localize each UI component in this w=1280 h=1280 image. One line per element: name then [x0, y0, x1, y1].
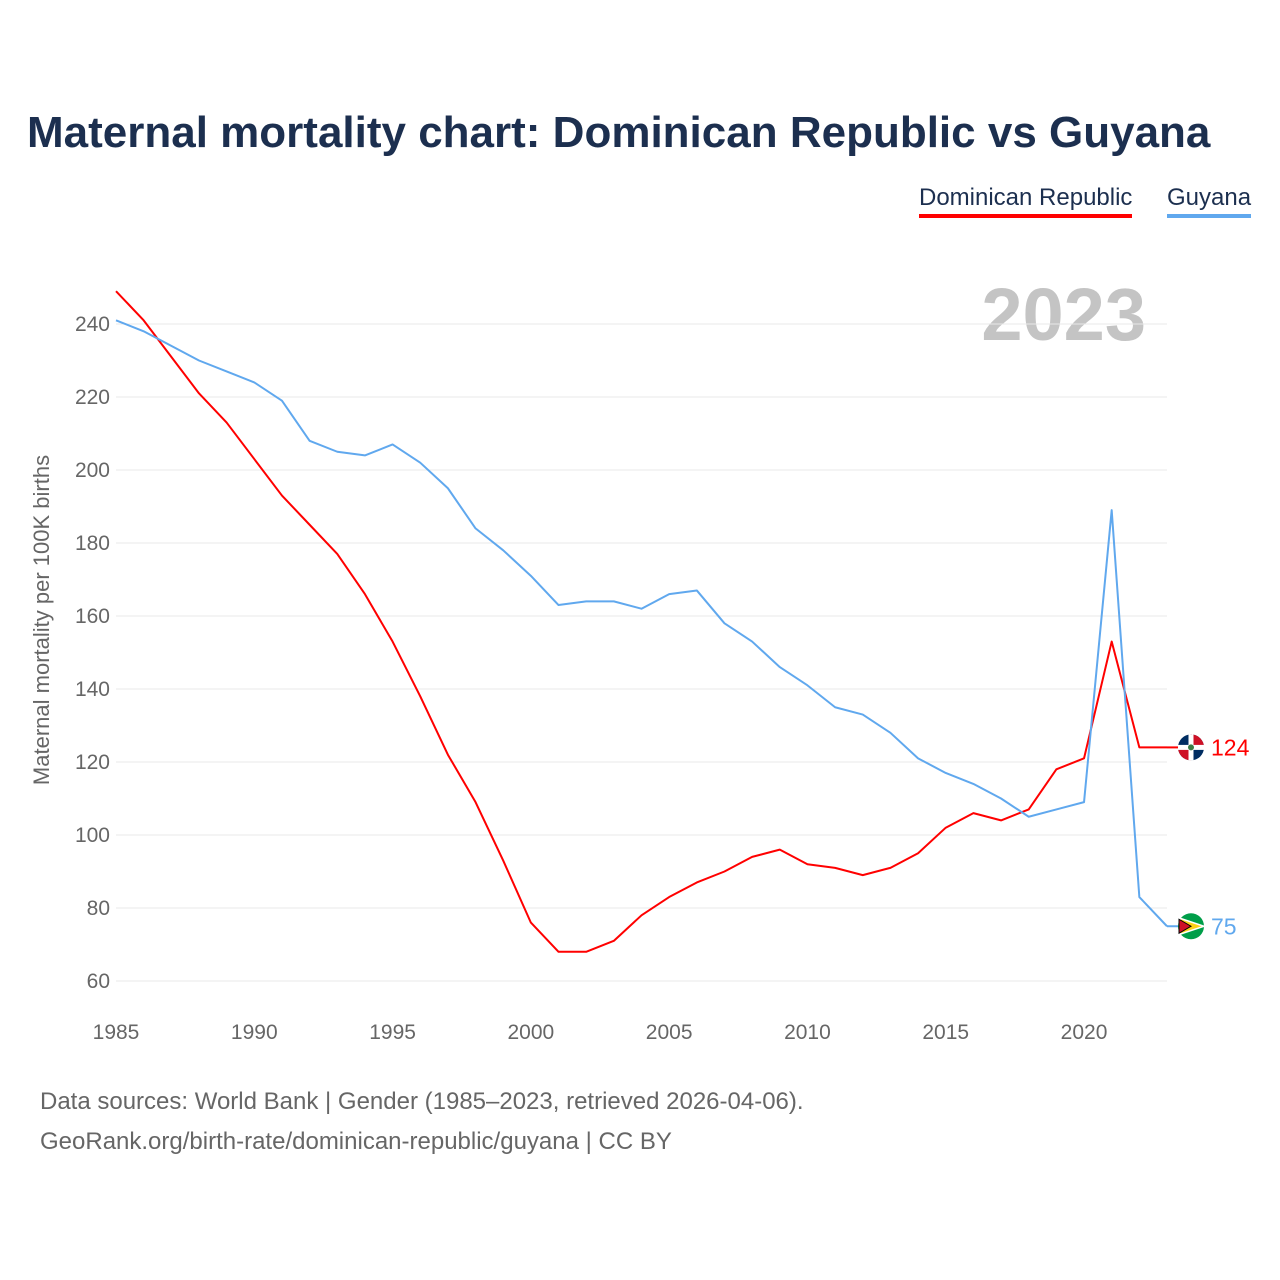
flag-quadrant — [1191, 734, 1204, 748]
end-value-label: 75 — [1211, 913, 1237, 939]
y-tick-label: 180 — [75, 532, 110, 555]
y-tick-label: 60 — [87, 970, 110, 993]
chart-title: Maternal mortality chart: Dominican Repu… — [27, 108, 1211, 157]
series-line-dominican-republic — [115, 290, 1167, 953]
legend-guyana[interactable]: Guyana — [1167, 184, 1252, 218]
y-tick-label: 200 — [75, 459, 110, 482]
y-tick-label: 160 — [75, 605, 110, 628]
y-tick-label: 220 — [75, 386, 110, 409]
legend-dominican-republic[interactable]: Dominican Republic — [919, 184, 1133, 218]
y-tick-label: 120 — [75, 751, 110, 774]
source-line-2[interactable]: GeoRank.org/birth-rate/dominican-republi… — [40, 1128, 672, 1155]
y-tick-label: 80 — [87, 897, 110, 920]
x-tick-label: 2015 — [922, 1021, 969, 1044]
x-tick-label: 1985 — [93, 1021, 140, 1044]
x-tick-label: 2005 — [646, 1021, 693, 1044]
x-tick-label: 2020 — [1061, 1021, 1108, 1044]
flag-quadrant — [1178, 747, 1191, 761]
y-tick-label: 240 — [75, 313, 110, 336]
series-line-guyana — [115, 319, 1168, 927]
y-tick-label: 140 — [75, 678, 110, 701]
source-line-1: Data sources: World Bank | Gender (1985–… — [40, 1088, 804, 1115]
x-tick-label: 1990 — [231, 1021, 278, 1044]
x-tick-label: 2000 — [508, 1021, 555, 1044]
flag-emblem — [1188, 744, 1194, 751]
x-tick-label: 1995 — [369, 1021, 416, 1044]
flag-triangle — [1178, 918, 1192, 935]
end-value-label: 124 — [1211, 734, 1250, 760]
x-tick-label: 2010 — [784, 1021, 831, 1044]
y-tick-label: 100 — [75, 824, 110, 847]
year-label: 2023 — [981, 273, 1146, 356]
